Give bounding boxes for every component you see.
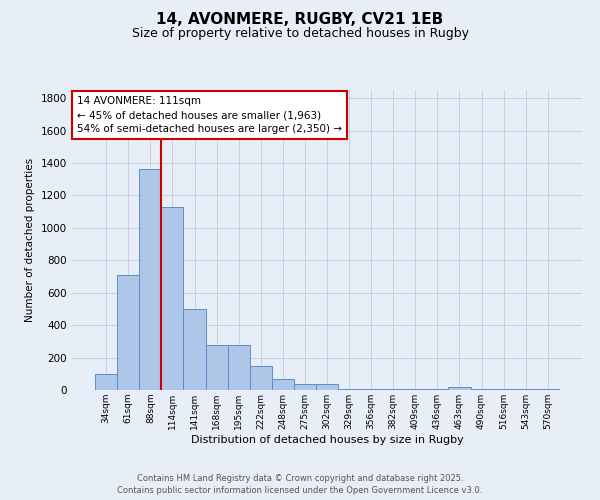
Bar: [117, 275, 139, 390]
Bar: [493, 389, 515, 390]
Bar: [470, 389, 493, 390]
Bar: [448, 387, 470, 390]
Text: Contains HM Land Registry data © Crown copyright and database right 2025.
Contai: Contains HM Land Registry data © Crown c…: [118, 474, 482, 495]
Bar: [404, 389, 427, 390]
Bar: [184, 309, 206, 390]
Bar: [338, 389, 360, 390]
Bar: [161, 207, 184, 390]
Bar: [294, 384, 316, 390]
Bar: [250, 366, 272, 390]
Bar: [427, 389, 448, 390]
X-axis label: Distribution of detached houses by size in Rugby: Distribution of detached houses by size …: [191, 434, 463, 444]
Bar: [382, 389, 404, 390]
Text: 14, AVONMERE, RUGBY, CV21 1EB: 14, AVONMERE, RUGBY, CV21 1EB: [157, 12, 443, 28]
Bar: [206, 346, 227, 390]
Bar: [139, 170, 161, 390]
Bar: [515, 389, 537, 390]
Bar: [272, 378, 294, 390]
Bar: [360, 389, 382, 390]
Y-axis label: Number of detached properties: Number of detached properties: [25, 158, 35, 322]
Bar: [95, 374, 117, 390]
Bar: [537, 389, 559, 390]
Bar: [316, 384, 338, 390]
Text: Size of property relative to detached houses in Rugby: Size of property relative to detached ho…: [131, 28, 469, 40]
Text: 14 AVONMERE: 111sqm
← 45% of detached houses are smaller (1,963)
54% of semi-det: 14 AVONMERE: 111sqm ← 45% of detached ho…: [77, 96, 342, 134]
Bar: [227, 346, 250, 390]
